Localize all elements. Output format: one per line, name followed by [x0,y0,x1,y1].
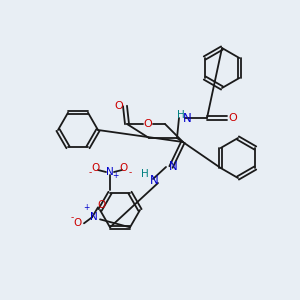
Text: O: O [229,113,237,123]
Text: H: H [177,110,185,120]
Text: -: - [70,213,74,222]
Text: N: N [90,212,98,222]
Text: N: N [150,173,158,187]
Text: H: H [141,169,149,179]
Text: N: N [169,160,177,173]
Text: N: N [106,167,114,177]
Text: O: O [98,200,106,210]
Text: O: O [144,119,152,129]
Text: O: O [120,163,128,173]
Text: -: - [128,169,132,178]
Text: N: N [183,112,191,124]
Text: -: - [88,169,92,178]
Text: O: O [74,218,82,228]
Text: O: O [92,163,100,173]
Text: +: + [83,203,89,212]
Text: +: + [112,172,118,181]
Text: O: O [115,101,123,111]
